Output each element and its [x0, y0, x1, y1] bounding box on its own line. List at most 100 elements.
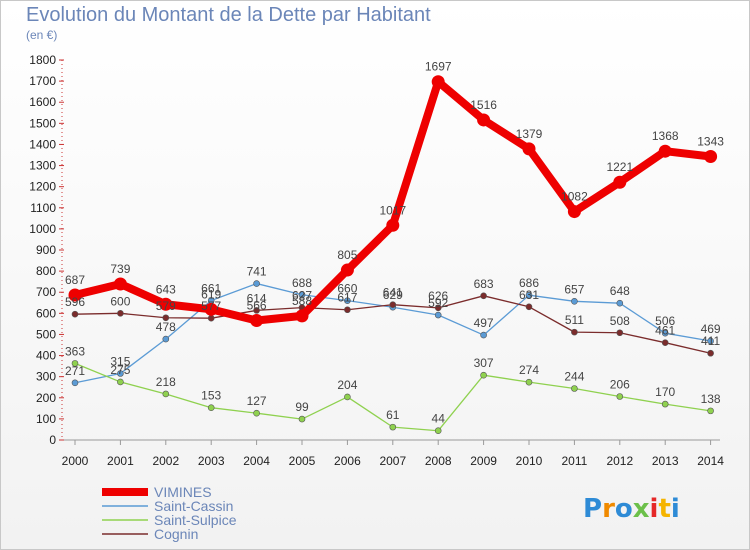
data-point-vimines — [431, 75, 445, 89]
data-point-saint-cassin — [344, 297, 351, 304]
data-label-cognin: 627 — [292, 289, 312, 303]
data-label-saint-cassin: 478 — [156, 320, 176, 334]
data-label-saint-cassin: 648 — [610, 284, 630, 298]
data-point-vimines — [204, 302, 218, 316]
data-label-vimines: 687 — [65, 273, 85, 287]
data-label-saint-cassin: 506 — [655, 314, 675, 328]
logo-letter: r — [602, 494, 615, 524]
data-label-saint-sulpice: 204 — [337, 378, 357, 392]
y-tick-label: 1600 — [29, 95, 56, 109]
data-point-saint-sulpice — [298, 415, 306, 423]
data-point-cognin — [162, 314, 170, 322]
data-label-vimines: 1516 — [470, 98, 497, 112]
proxiti-logo-text: Proxiti — [583, 494, 680, 524]
data-point-saint-sulpice — [707, 407, 714, 415]
data-point-cognin — [661, 339, 669, 346]
data-labels: 687 739 643 619 566 588 805 1017 1697 1516 1379 108… — [65, 60, 724, 426]
data-label-vimines: 1221 — [606, 160, 633, 174]
legend-label-cognin: Cognin — [154, 526, 198, 542]
x-tick-label: 2009 — [470, 454, 497, 468]
series-vimines — [68, 75, 718, 328]
x-tick-label: 2008 — [425, 454, 452, 468]
x-tick-label: 2011 — [561, 454, 587, 468]
data-point-saint-cassin — [434, 311, 442, 319]
data-point-vimines — [250, 314, 264, 328]
data-point-saint-sulpice — [661, 400, 669, 408]
data-point-saint-cassin — [162, 335, 170, 343]
data-point-saint-cassin — [707, 337, 714, 345]
data-point-saint-cassin — [71, 379, 79, 387]
x-tick-label: 2012 — [606, 454, 633, 468]
data-label-cognin: 641 — [383, 286, 403, 300]
y-tick-label: 1100 — [30, 201, 56, 215]
data-label-cognin: 411 — [701, 334, 720, 348]
data-label-saint-sulpice: 274 — [519, 363, 539, 377]
data-point-saint-sulpice — [434, 427, 442, 435]
y-tick-label: 100 — [36, 412, 56, 426]
data-label-vimines: 1017 — [379, 203, 406, 217]
data-point-saint-sulpice — [71, 360, 79, 367]
y-tick-label: 300 — [36, 370, 56, 384]
logo-letter: o — [615, 494, 633, 524]
chart-title: Evolution du Montant de la Dette par Hab… — [26, 4, 431, 26]
data-point-cognin — [434, 304, 442, 312]
y-tick-label: 1000 — [29, 222, 56, 236]
data-point-cognin — [117, 310, 124, 317]
data-point-cognin — [389, 301, 397, 308]
logo-letter: x — [633, 494, 650, 524]
y-tick-label: 1300 — [29, 159, 56, 173]
legend-label-vimines: VIMINES — [154, 484, 212, 500]
data-point-cognin — [344, 306, 351, 314]
data-label-saint-cassin: 629 — [383, 288, 403, 302]
data-label-saint-sulpice: 127 — [247, 394, 267, 408]
data-label-cognin: 596 — [65, 295, 85, 309]
logo-letter: i — [650, 494, 659, 524]
data-label-saint-sulpice: 44 — [432, 412, 446, 426]
data-label-vimines: 643 — [156, 282, 176, 296]
data-label-saint-cassin: 686 — [519, 276, 539, 290]
data-label-saint-sulpice: 138 — [701, 392, 721, 406]
data-point-saint-cassin — [571, 297, 578, 305]
x-tick-label: 2006 — [334, 454, 361, 468]
data-label-saint-sulpice: 218 — [156, 375, 176, 389]
y-tick-label: 400 — [36, 349, 56, 363]
series-cognin — [71, 292, 714, 357]
data-point-saint-sulpice — [162, 390, 170, 398]
y-tick-label: 600 — [36, 306, 56, 320]
legend-label-saint-cassin: Saint-Cassin — [154, 498, 233, 514]
data-point-vimines — [477, 113, 491, 127]
data-point-vimines — [113, 277, 127, 291]
data-label-cognin: 600 — [110, 294, 130, 308]
data-label-saint-cassin: 592 — [428, 296, 448, 310]
y-tick-label: 700 — [36, 285, 56, 299]
data-point-saint-cassin — [661, 329, 669, 337]
data-point-cognin — [71, 310, 79, 318]
data-label-saint-sulpice: 363 — [65, 344, 85, 358]
data-point-vimines — [159, 297, 173, 311]
data-label-cognin: 577 — [201, 299, 221, 313]
y-tick-label: 1800 — [29, 53, 56, 67]
data-label-vimines: 739 — [110, 262, 130, 276]
data-point-saint-cassin — [480, 331, 487, 339]
data-point-saint-sulpice — [525, 378, 533, 386]
data-label-saint-sulpice: 275 — [110, 363, 130, 377]
data-label-cognin: 626 — [428, 289, 448, 303]
data-point-saint-sulpice — [253, 409, 260, 417]
data-label-saint-cassin: 660 — [337, 282, 357, 296]
data-label-saint-cassin: 469 — [701, 322, 721, 336]
data-point-saint-sulpice — [344, 393, 351, 401]
y-tick-label: 1400 — [29, 137, 56, 151]
data-label-saint-cassin: 661 — [201, 281, 221, 295]
x-tick-label: 2005 — [289, 454, 316, 468]
data-point-vimines — [340, 263, 354, 277]
x-tick-label: 2002 — [152, 454, 179, 468]
data-label-saint-sulpice: 61 — [386, 408, 400, 422]
y-tick-label: 200 — [36, 391, 56, 405]
y-tick-label: 800 — [36, 264, 56, 278]
data-point-cognin — [571, 328, 578, 336]
data-point-vimines — [567, 205, 581, 219]
data-label-saint-sulpice: 206 — [610, 378, 630, 392]
series-layer — [68, 75, 718, 435]
